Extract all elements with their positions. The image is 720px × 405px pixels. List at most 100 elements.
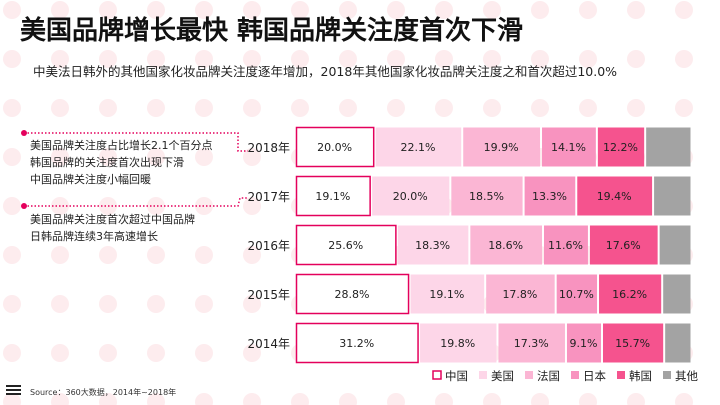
- bar-segment-韩国: [599, 274, 662, 314]
- bar-segment-法国: [463, 127, 541, 167]
- legend-label: 法国: [537, 369, 560, 383]
- background-dot: [531, 393, 549, 405]
- bar-segment-中国: [295, 224, 397, 266]
- data-label: 11.6%: [548, 239, 583, 252]
- background-dot: [291, 50, 309, 68]
- category-label: 2018年: [247, 141, 290, 155]
- background-dot: [243, 295, 261, 313]
- background-dot: [435, 393, 453, 405]
- background-dot: [243, 393, 261, 405]
- data-label: 13.3%: [532, 190, 567, 203]
- background-dot: [387, 1, 405, 19]
- data-label: 10.7%: [559, 288, 594, 301]
- background-dot: [531, 99, 549, 117]
- legend-label: 中国: [445, 369, 468, 383]
- legend-swatch: [571, 371, 579, 379]
- note-2018: 美国品牌关注度占比增长2.1个百分点 韩国品牌的关注度首次出现下滑 中国品牌关注…: [30, 137, 213, 188]
- background-dot: [435, 99, 453, 117]
- background-dot: [339, 99, 357, 117]
- bar-segment-法国: [451, 176, 523, 216]
- background-dot: [387, 99, 405, 117]
- data-label: 19.1%: [429, 288, 464, 301]
- background-dot: [99, 344, 117, 362]
- bar-segment-韩国: [603, 323, 664, 363]
- background-dot: [99, 1, 117, 19]
- legend-swatch: [525, 371, 533, 379]
- connector-2018: [21, 130, 248, 152]
- menu-icon[interactable]: [6, 385, 21, 397]
- bar-segment-美国: [420, 323, 497, 363]
- background-dot: [147, 344, 165, 362]
- background-dot: [531, 1, 549, 19]
- background-dot: [3, 1, 21, 19]
- bar-segment-日本: [544, 225, 588, 265]
- data-label: 20.0%: [393, 190, 428, 203]
- legend-label: 韩国: [629, 369, 652, 383]
- background-dot: [147, 99, 165, 117]
- background-dot: [51, 393, 69, 405]
- background-dot: [51, 246, 69, 264]
- background-dot: [3, 148, 21, 166]
- background-dot: [483, 393, 501, 405]
- data-label: 19.1%: [315, 190, 350, 203]
- legend-label: 日本: [583, 369, 606, 383]
- connector-2017: [21, 197, 248, 209]
- background-dot: [195, 148, 213, 166]
- background-dot: [195, 99, 213, 117]
- category-label: 2015年: [247, 288, 290, 302]
- note-line: 美国品牌关注度首次超过中国品牌: [30, 213, 195, 226]
- bar-segment-中国: [295, 322, 419, 364]
- background-dot: [291, 99, 309, 117]
- bar-segment-美国: [372, 176, 450, 216]
- background-dot: [627, 1, 645, 19]
- background-dot: [195, 1, 213, 19]
- bar-segment-中国: [295, 175, 371, 217]
- background-dot: [99, 148, 117, 166]
- data-label: 18.5%: [469, 190, 504, 203]
- background-dot: [3, 295, 21, 313]
- bar-segment-法国: [470, 225, 542, 265]
- bar-segment-中国: [295, 273, 410, 315]
- data-label: 25.6%: [328, 239, 363, 252]
- bar-segment-其他: [665, 323, 691, 363]
- background-dot: [99, 99, 117, 117]
- background-dot: [243, 197, 261, 215]
- background-dot: [675, 50, 693, 68]
- background-dot: [291, 1, 309, 19]
- background-dot: [51, 50, 69, 68]
- background-dot: [195, 393, 213, 405]
- data-label: 12.2%: [603, 141, 638, 154]
- legend-swatch: [617, 371, 625, 379]
- legend-label: 其他: [675, 369, 698, 383]
- data-label: 17.3%: [514, 337, 549, 350]
- data-label: 17.6%: [606, 239, 641, 252]
- legend-label: 美国: [491, 369, 514, 383]
- bar-segment-其他: [646, 127, 691, 167]
- note-2017: 美国品牌关注度首次超过中国品牌 日韩品牌连续3年高速增长: [30, 211, 195, 245]
- background-dot: [147, 148, 165, 166]
- background-dot: [51, 295, 69, 313]
- background-dot: [243, 50, 261, 68]
- bar-segment-其他: [663, 274, 691, 314]
- background-dot: [195, 246, 213, 264]
- background-dot: [3, 50, 21, 68]
- data-label: 19.8%: [440, 337, 475, 350]
- bar-segment-美国: [375, 127, 462, 167]
- bar-segment-韩国: [577, 176, 653, 216]
- background-dot: [147, 50, 165, 68]
- background-dot: [51, 99, 69, 117]
- background-dot: [387, 393, 405, 405]
- data-label: 19.4%: [597, 190, 632, 203]
- background-dot: [243, 1, 261, 19]
- background-dot: [243, 246, 261, 264]
- note-line: 美国品牌关注度占比增长2.1个百分点: [30, 139, 213, 152]
- legend-swatch: [432, 370, 442, 380]
- background-dot: [387, 50, 405, 68]
- note-line: 日韩品牌连续3年高速增长: [30, 230, 158, 243]
- background-dot: [627, 393, 645, 405]
- category-label: 2014年: [247, 337, 290, 351]
- data-label: 14.1%: [551, 141, 586, 154]
- background-dot: [627, 99, 645, 117]
- bar-segment-其他: [654, 176, 691, 216]
